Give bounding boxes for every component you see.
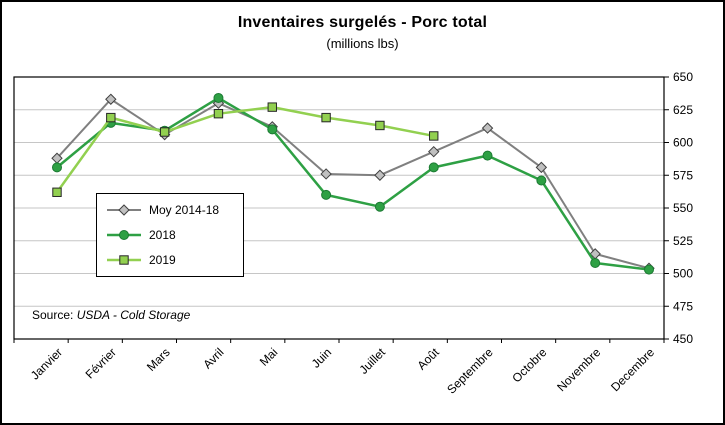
- legend-label-2018: 2018: [149, 228, 176, 242]
- y-axis-label: 650: [673, 70, 693, 84]
- legend: Moy 2014-18 2018 2019: [96, 193, 244, 277]
- data-point-diamond: [374, 169, 386, 181]
- x-axis-label: Septembre: [444, 345, 496, 397]
- source-note: Source: USDA - Cold Storage: [32, 308, 195, 322]
- data-point-square: [429, 131, 439, 141]
- y-axis-label: 525: [673, 234, 693, 248]
- legend-marker-square-icon: [107, 254, 141, 266]
- data-point-circle: [536, 175, 547, 186]
- legend-marker-glyph: [107, 204, 141, 216]
- y-axis-label: 575: [673, 168, 693, 182]
- x-axis-label: Janvier: [28, 345, 65, 382]
- x-axis-label: Mars: [144, 345, 173, 374]
- legend-marker-glyph: [107, 255, 141, 265]
- data-point-square: [321, 112, 331, 123]
- data-point-square: [267, 102, 277, 112]
- y-axis-label: 500: [673, 267, 693, 281]
- data-point-circle: [119, 230, 129, 240]
- x-axis-label: Mai: [257, 345, 281, 369]
- legend-label-moy-2014-18: Moy 2014-18: [149, 203, 220, 217]
- data-point-diamond: [481, 122, 494, 134]
- source-text: USDA - Cold Storage: [76, 308, 191, 322]
- data-point-square: [159, 127, 170, 137]
- data-point-square: [119, 255, 129, 265]
- y-axis-label: 625: [673, 103, 693, 117]
- data-point-square: [213, 108, 224, 119]
- legend-label-2019: 2019: [149, 253, 176, 267]
- x-axis-label: Octobre: [509, 345, 549, 385]
- x-axis-label: Juin: [309, 345, 334, 370]
- data-point-square: [375, 120, 385, 131]
- data-point-circle: [428, 162, 439, 173]
- data-point-diamond: [535, 161, 548, 174]
- legend-item-moy-2014-18: Moy 2014-18: [107, 203, 233, 217]
- legend-item-2018: 2018: [107, 228, 233, 242]
- chart-subtitle: (millions lbs): [326, 36, 399, 51]
- y-axis-label: 600: [673, 136, 693, 150]
- data-point-circle: [52, 162, 62, 173]
- x-axis-label: Avril: [200, 345, 226, 371]
- data-point-diamond: [118, 204, 130, 216]
- data-point-circle: [482, 150, 493, 161]
- y-axis-label: 450: [673, 332, 693, 346]
- data-point-circle: [267, 124, 278, 135]
- data-point-circle: [590, 258, 601, 269]
- data-point-square: [52, 187, 62, 197]
- data-point-circle: [644, 264, 654, 275]
- legend-marker-glyph: [107, 230, 141, 240]
- legend-marker-circle-icon: [107, 229, 141, 241]
- series-line-2019: [55, 105, 435, 194]
- data-point-circle: [321, 189, 332, 200]
- x-axis-label: Août: [414, 345, 442, 373]
- legend-item-2019: 2019: [107, 253, 233, 267]
- data-point-diamond: [320, 168, 332, 180]
- x-axis-label: Novembre: [554, 345, 603, 394]
- y-axis-label: 475: [673, 299, 693, 313]
- data-point-diamond: [428, 145, 440, 158]
- data-point-circle: [374, 201, 385, 212]
- source-prefix: Source:: [32, 308, 74, 322]
- data-point-diamond: [105, 93, 117, 105]
- y-axis-label: 550: [673, 201, 693, 215]
- legend-marker-diamond-icon: [107, 204, 141, 216]
- chart-title: Inventaires surgelés - Porc total: [237, 14, 488, 31]
- x-axis-label: Février: [83, 345, 119, 381]
- data-point-square: [106, 112, 116, 123]
- x-axis-label: Juillet: [356, 345, 388, 377]
- data-point-circle: [213, 92, 224, 103]
- x-axis-label: Decembre: [608, 345, 657, 394]
